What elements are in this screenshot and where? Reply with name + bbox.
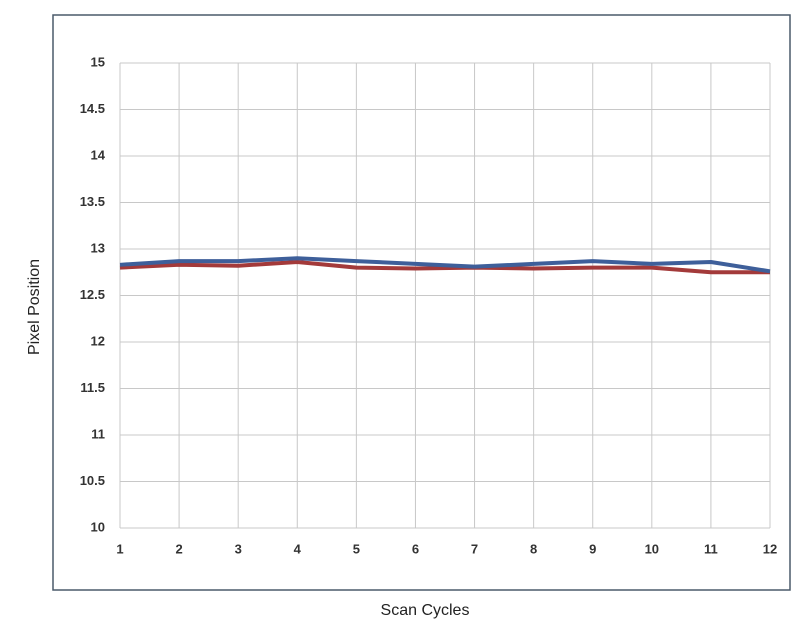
x-tick-label: 4 — [294, 541, 302, 556]
chart-frame — [52, 14, 791, 591]
y-tick-label: 10.5 — [80, 473, 105, 488]
x-tick-label: 2 — [175, 541, 182, 556]
y-tick-label: 11 — [91, 426, 105, 441]
data-line — [119, 256, 771, 274]
x-tick-label: 3 — [235, 541, 242, 556]
y-tick-label: 12.5 — [80, 287, 105, 302]
y-tick-label: 11.5 — [80, 380, 105, 395]
x-tick-label: 1 — [116, 541, 123, 556]
x-tick-label: 9 — [589, 541, 596, 556]
y-tick-label: 13 — [91, 240, 105, 255]
y-tick-label: 13.5 — [80, 194, 105, 209]
y-tick-label: 12 — [91, 333, 105, 348]
x-tick-label: 11 — [704, 541, 718, 556]
y-tick-label: 10 — [91, 519, 105, 534]
x-tick-label: 10 — [645, 541, 659, 556]
x-tick-label: 5 — [353, 541, 360, 556]
y-axis-title: Pixel Position — [26, 259, 43, 355]
y-tick-label: 15 — [91, 54, 105, 69]
y-tick-label: 14 — [91, 147, 106, 162]
x-tick-label: 7 — [471, 541, 478, 556]
data-line — [119, 260, 770, 275]
y-tick-label: 14.5 — [80, 101, 105, 116]
x-tick-label: 8 — [530, 541, 537, 556]
x-tick-label: 12 — [763, 541, 777, 556]
plot — [119, 256, 771, 275]
x-tick-label: 6 — [412, 541, 419, 556]
x-axis-title: Scan Cycles — [381, 602, 470, 619]
